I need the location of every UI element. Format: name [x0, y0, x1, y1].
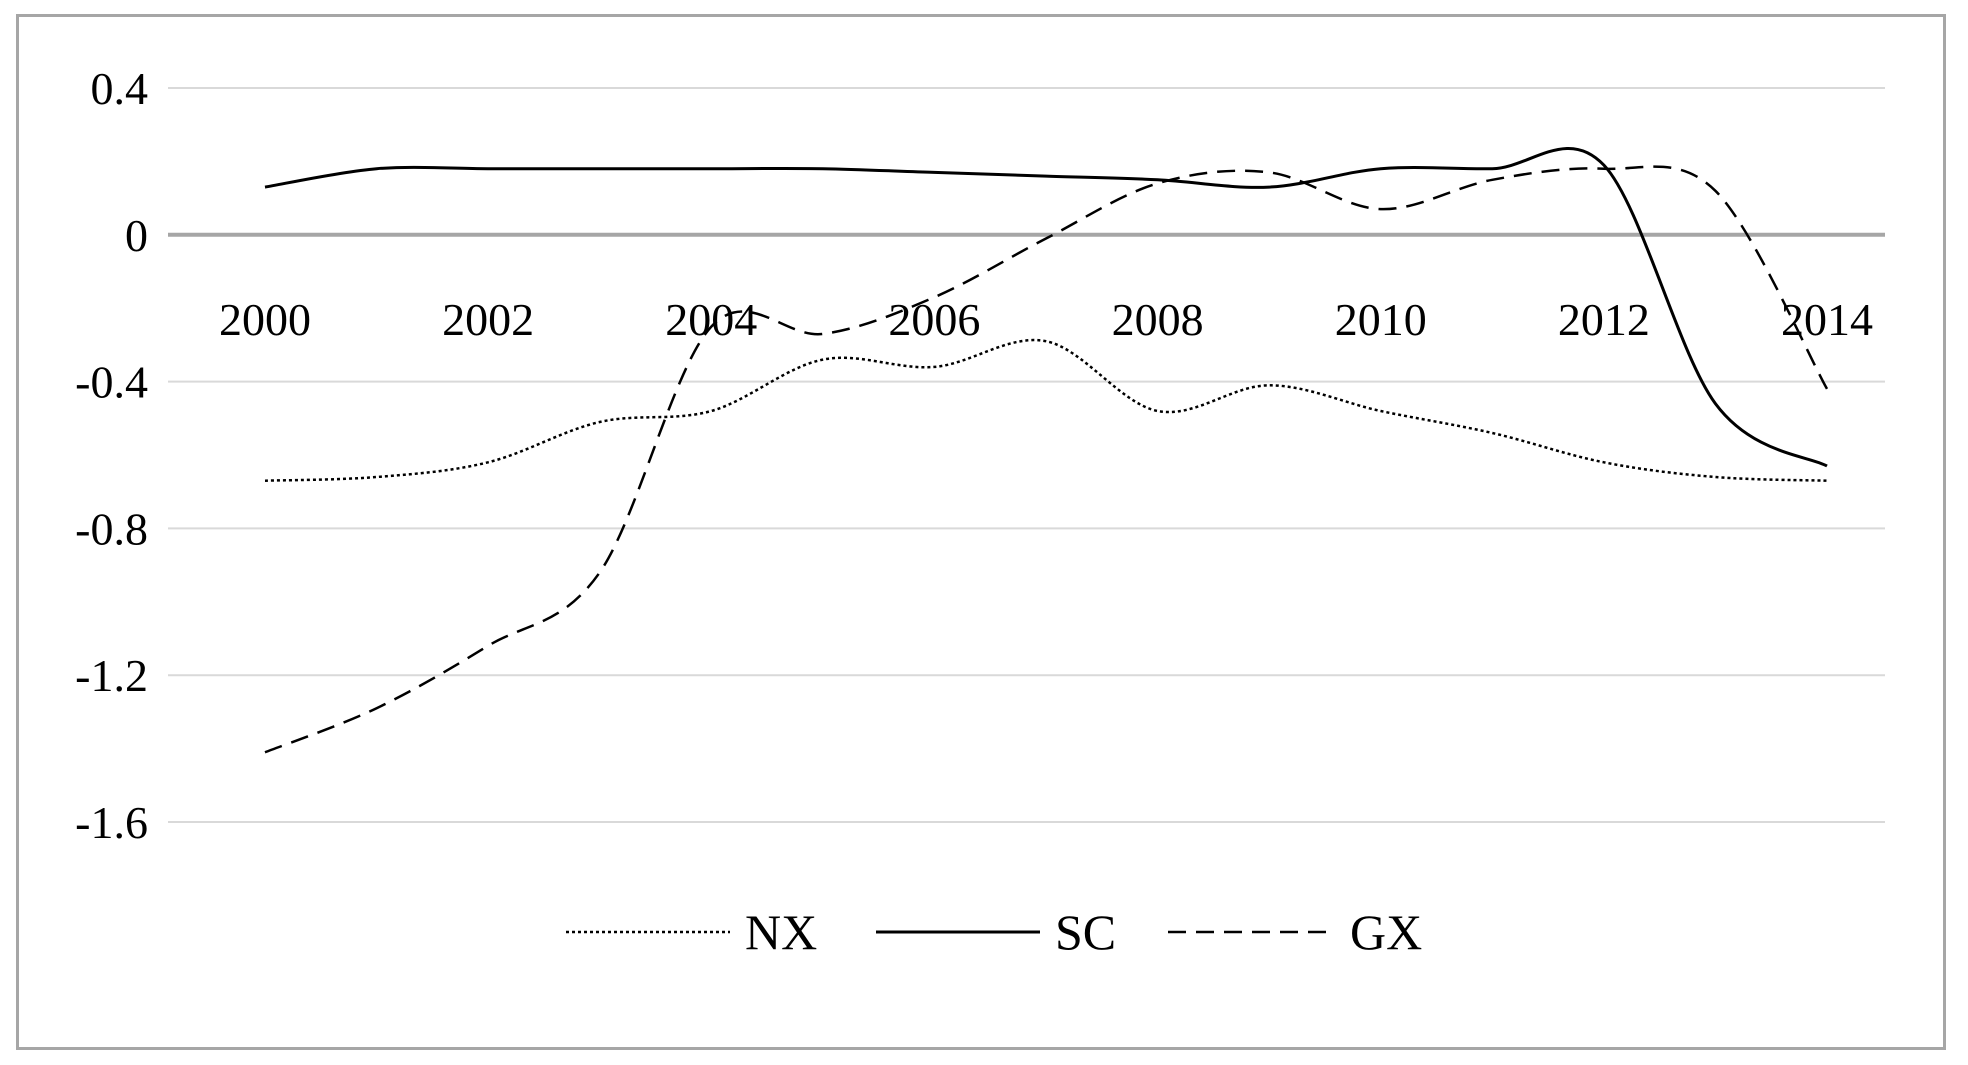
x-tick-label: 2010 [1335, 294, 1427, 345]
gridlines [168, 87, 1885, 823]
legend-label: NX [745, 904, 817, 960]
series-lines [264, 146, 1829, 754]
chart-frame [16, 14, 1946, 1050]
series-line-sc [264, 146, 1828, 468]
series-line-nx [264, 338, 1828, 482]
x-tick-label: 2014 [1781, 294, 1873, 345]
y-tick-label: -0.4 [75, 357, 148, 408]
x-tick-label: 2004 [665, 294, 757, 345]
y-tick-label: -0.8 [75, 503, 148, 554]
y-tick-label: 0.4 [91, 63, 149, 114]
x-tick-label: 2012 [1558, 294, 1650, 345]
x-tick-label: 2008 [1112, 294, 1204, 345]
legend-item: SC [876, 904, 1116, 960]
legend-item: GX [1168, 904, 1422, 960]
legend-item: NX [566, 904, 817, 960]
y-tick-label: -1.6 [75, 797, 148, 848]
x-tick-label: 2002 [442, 294, 534, 345]
legend-label: SC [1055, 904, 1116, 960]
y-tick-label: -1.2 [75, 650, 148, 701]
x-tick-label: 2000 [219, 294, 311, 345]
x-axis: 2000 2002 2004 2006 2008 2010 2012 2014 [219, 294, 1873, 345]
x-tick-label: 2006 [888, 294, 980, 345]
y-axis: 0.4 0 -0.4 -0.8 -1.2 -1.6 [75, 63, 148, 848]
y-tick-label: 0 [125, 210, 148, 261]
legend: NX SC GX [566, 904, 1422, 960]
legend-label: GX [1350, 904, 1422, 960]
